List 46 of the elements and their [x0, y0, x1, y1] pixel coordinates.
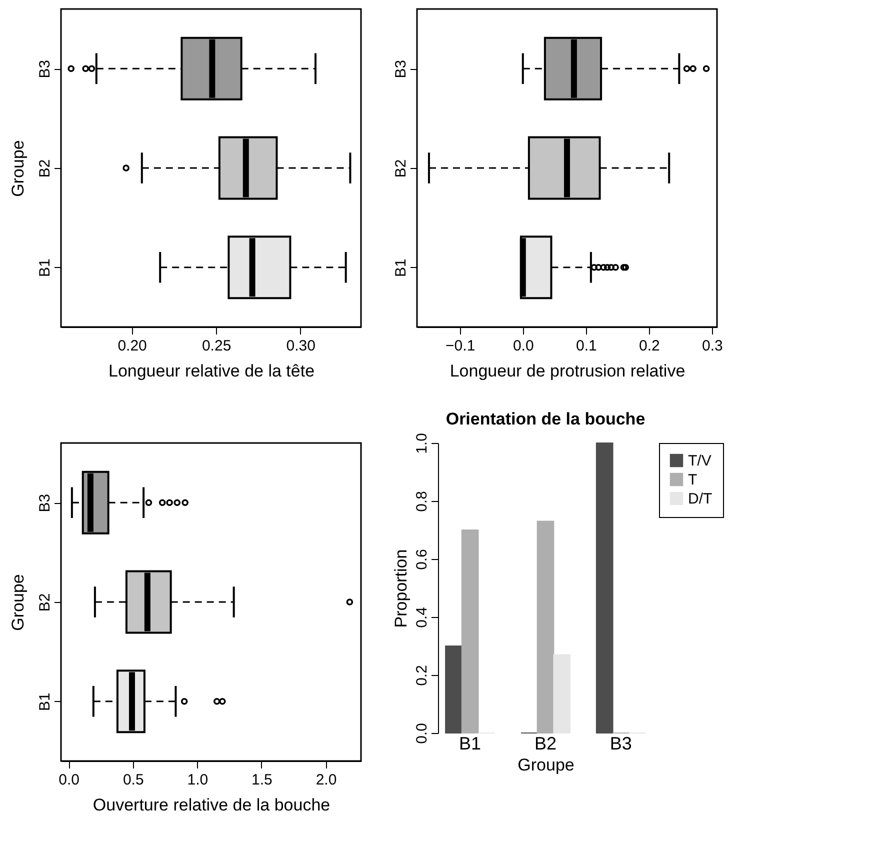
x-tick-label: B3	[610, 734, 632, 754]
y-tick-label: B1	[392, 258, 410, 278]
x-tick-label: 0.1	[576, 338, 597, 354]
y-tick-label: 0.4	[414, 607, 430, 628]
x-tick-label: −0.1	[446, 338, 476, 354]
x-tick-label: 2.0	[316, 772, 337, 788]
x-tick-label: 0.2	[639, 338, 660, 354]
x-axis-title: Longueur relative de la tête	[108, 362, 315, 380]
y-axis-title: Groupe	[8, 574, 28, 631]
y-tick-label: B2	[36, 593, 54, 612]
y-tick-label: B1	[36, 692, 54, 712]
legend-label: D/T	[688, 490, 712, 508]
y-tick-label: B2	[392, 159, 410, 178]
x-tick-label: 1.0	[187, 772, 208, 788]
y-tick-label: 0.2	[414, 665, 430, 686]
x-tick-label: 0.30	[286, 338, 316, 354]
y-tick-label: 0.8	[414, 491, 430, 512]
bar	[461, 530, 479, 734]
y-tick-label: 0.6	[414, 549, 430, 570]
y-tick-label: B3	[36, 494, 54, 512]
y-tick-label: B3	[36, 60, 54, 78]
x-tick-label: B1	[459, 734, 482, 754]
y-axis-title: Groupe	[8, 140, 28, 197]
y-axis-title: Proportion	[392, 549, 410, 628]
legend-label: T/V	[688, 452, 712, 470]
x-tick-label: B2	[534, 734, 557, 754]
bar	[445, 646, 462, 734]
y-tick-label: B2	[36, 159, 54, 178]
x-axis-title: Groupe	[518, 756, 574, 774]
x-tick-label: 0.20	[118, 338, 147, 354]
x-tick-label: 0.0	[58, 772, 80, 788]
x-tick-label: 1.5	[252, 772, 272, 788]
bar	[596, 442, 614, 734]
chart-title: Orientation de la bouche	[446, 410, 646, 429]
y-tick-label: 1.0	[414, 433, 430, 454]
x-tick-label: 0.3	[702, 338, 723, 354]
bar	[553, 654, 571, 734]
x-tick-label: 0.5	[122, 772, 144, 788]
x-tick-label: 0.25	[202, 338, 232, 354]
y-tick-label: B3	[392, 60, 410, 78]
x-axis-title: Longueur de protrusion relative	[450, 362, 686, 380]
legend-label: T	[688, 472, 698, 488]
x-tick-label: 0.0	[512, 338, 534, 354]
x-axis-title: Ouverture relative de la bouche	[92, 796, 330, 814]
y-tick-label: B1	[36, 258, 54, 278]
bar	[536, 520, 554, 734]
